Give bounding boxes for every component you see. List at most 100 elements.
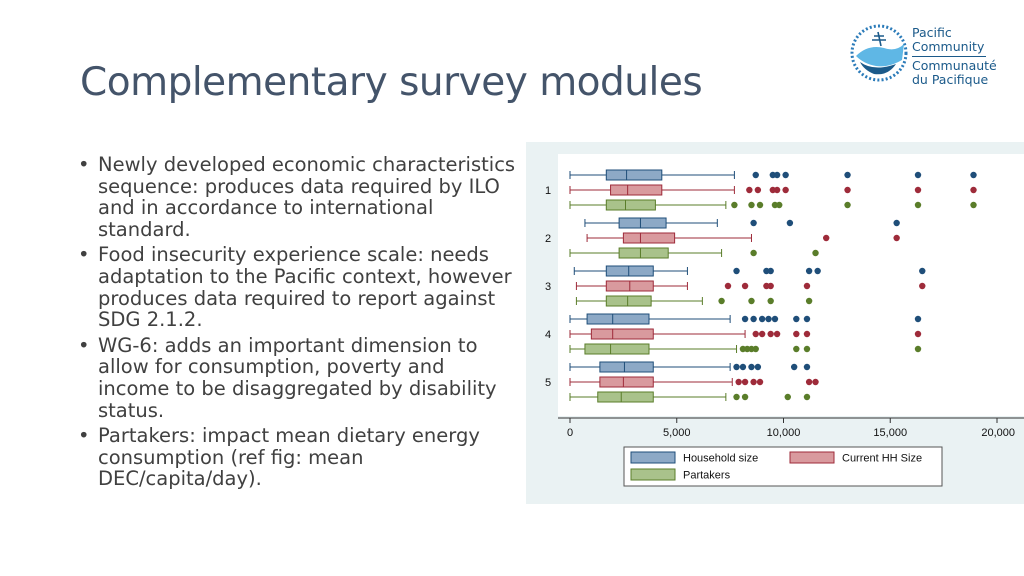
x-tick-label: 10,000: [767, 427, 801, 439]
outlier-point: [970, 186, 977, 194]
outlier-point: [803, 363, 811, 371]
outlier-point: [844, 186, 851, 194]
box: [590, 328, 654, 340]
outlier-point: [844, 171, 851, 179]
outlier-point: [793, 315, 800, 323]
box: [597, 391, 654, 403]
box: [599, 361, 654, 373]
legend-label: Current HH Size: [842, 453, 922, 465]
bullet-dot-icon: •: [78, 424, 90, 448]
y-tick-label: 1: [545, 185, 551, 197]
legend-label: Partakers: [683, 470, 731, 482]
outlier-point: [782, 171, 789, 179]
x-tick-label: 0: [567, 427, 573, 439]
outlier-point: [767, 330, 774, 338]
y-tick-label: 4: [545, 329, 551, 341]
outlier-point: [803, 393, 811, 401]
outlier-point: [733, 363, 740, 371]
logo-line-communaute: Communauté: [912, 58, 997, 73]
bullet-item: • Partakers: impact mean dietary energy c…: [76, 425, 521, 490]
box: [586, 313, 650, 325]
x-tick-label: 20,000: [981, 427, 1015, 439]
outlier-point: [919, 267, 926, 275]
bullet-text: WG-6: adds an important dimension to all…: [98, 333, 497, 422]
outlier-point: [752, 330, 759, 338]
x-tick-label: 15,000: [873, 427, 907, 439]
bullet-dot-icon: •: [78, 333, 90, 357]
outlier-point: [765, 315, 772, 323]
outlier-point: [793, 330, 800, 338]
bullet-text: Food insecurity experience scale: needs …: [98, 243, 512, 332]
legend-swatch: [630, 468, 676, 481]
outlier-point: [739, 363, 747, 371]
outlier-point: [893, 234, 900, 242]
outlier-point: [733, 393, 740, 401]
outlier-point: [914, 330, 922, 338]
outlier-point: [750, 249, 757, 257]
outlier-point: [752, 345, 759, 353]
outlier-point: [823, 234, 830, 242]
outlier-point: [735, 378, 742, 386]
box: [622, 232, 676, 244]
bullet-dot-icon: •: [78, 153, 90, 176]
legend-box: [623, 446, 943, 487]
y-tick-label: 3: [545, 281, 551, 293]
bullet-text: Partakers: impact mean dietary energy co…: [98, 424, 480, 491]
outlier-point: [805, 297, 813, 305]
outlier-point: [970, 201, 977, 209]
outlier-point: [805, 267, 813, 275]
outlier-point: [773, 186, 781, 194]
box: [618, 247, 669, 259]
outlier-point: [754, 186, 762, 194]
outlier-point: [767, 297, 774, 305]
outlier-point: [756, 378, 764, 386]
outlier-point: [750, 378, 757, 386]
bullet-item: • WG-6: adds an important dimension to al…: [76, 333, 521, 422]
legend-swatch: [630, 451, 676, 464]
box: [599, 376, 654, 388]
outlier-point: [758, 315, 766, 323]
logo-line-du-pacifique: du Pacifique: [912, 72, 989, 87]
bullet-item: • Newly developed economic characteristic…: [76, 154, 521, 240]
y-tick-label: 5: [545, 377, 551, 389]
outlier-point: [741, 282, 749, 290]
outlier-point: [724, 282, 732, 290]
boxplot-chart: 1 2 3 4 5 0 5,000 10,000 15,000 20,000 Household s…: [545, 154, 1024, 487]
outlier-point: [718, 297, 725, 305]
outlier-point: [914, 201, 922, 209]
outlier-point: [970, 171, 977, 179]
outlier-point: [803, 315, 811, 323]
outlier-point: [812, 249, 819, 257]
outlier-point: [731, 201, 738, 209]
bullet-dot-icon: •: [78, 243, 90, 267]
outlier-point: [773, 171, 781, 179]
legend-label: Household size: [683, 453, 758, 465]
box: [618, 217, 667, 229]
page-title: Complementary survey modules: [80, 60, 703, 105]
outlier-point: [758, 330, 766, 338]
outlier-point: [803, 345, 811, 353]
outlier-point: [919, 282, 926, 290]
outlier-point: [914, 345, 922, 353]
outlier-point: [754, 363, 762, 371]
outlier-point: [805, 378, 813, 386]
bullet-list: • Newly developed economic characteristic…: [76, 154, 521, 494]
outlier-point: [771, 315, 779, 323]
outlier-point: [914, 315, 922, 323]
outlier-point: [748, 297, 755, 305]
outlier-point: [750, 315, 757, 323]
box: [584, 343, 650, 355]
outlier-point: [812, 378, 819, 386]
chart-panel: 1 2 3 4 5 0 5,000 10,000 15,000 20,000 Household s…: [526, 142, 1024, 504]
outlier-point: [844, 201, 851, 209]
outlier-point: [782, 186, 789, 194]
outlier-point: [756, 201, 764, 209]
outlier-point: [793, 345, 800, 353]
outlier-point: [746, 186, 753, 194]
box: [605, 295, 652, 307]
box: [610, 184, 663, 196]
logo-divider: [912, 56, 986, 57]
outlier-point: [784, 393, 791, 401]
bullet-item: • Food insecurity experience scale: needs…: [76, 244, 521, 330]
globe-logo-icon: [850, 24, 908, 82]
